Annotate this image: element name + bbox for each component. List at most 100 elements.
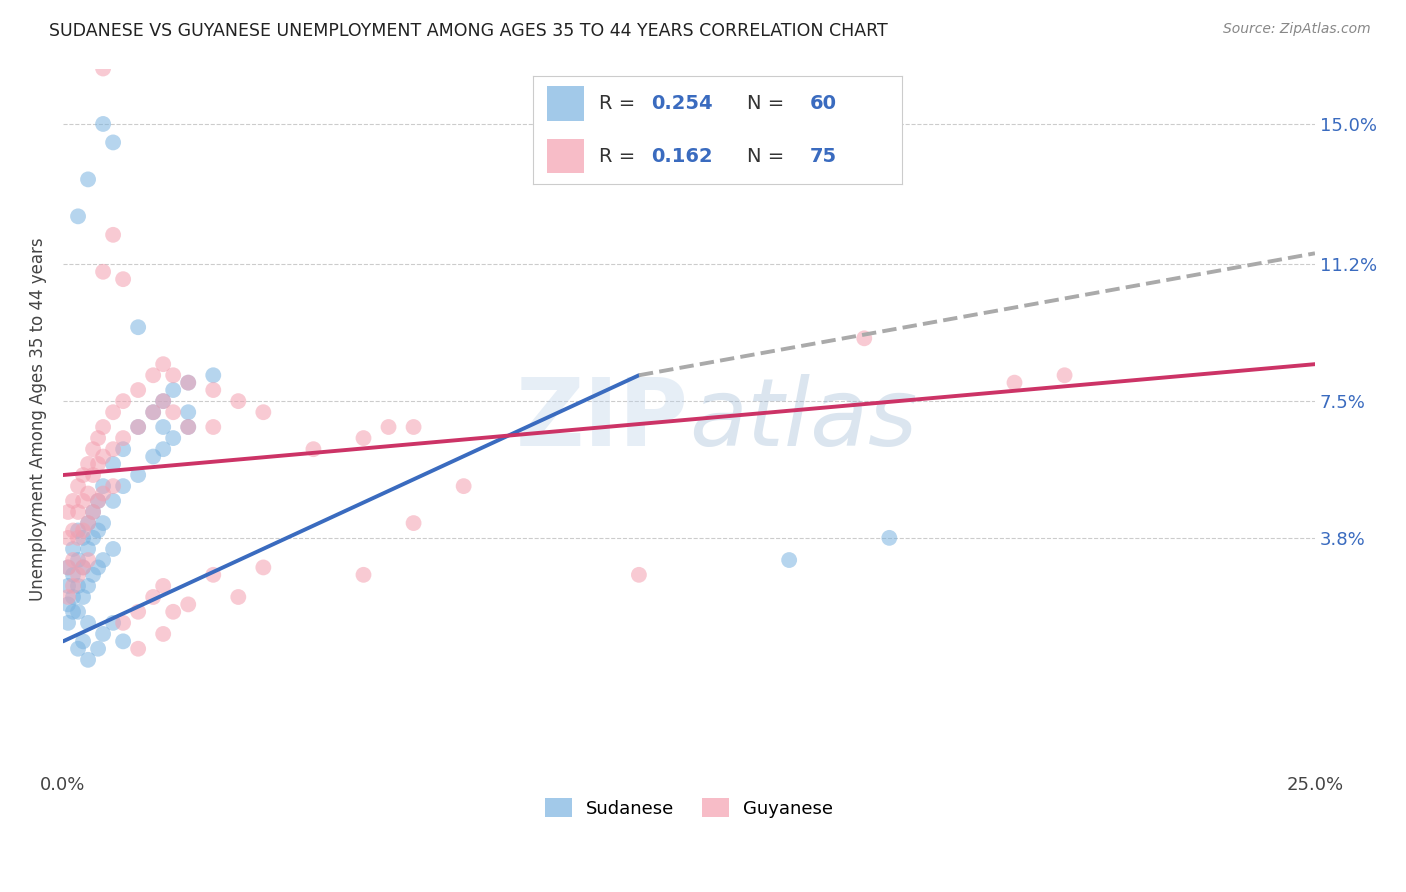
Point: [353, 431, 375, 445]
Point: [112, 394, 135, 409]
Point: [162, 368, 184, 383]
Point: [202, 567, 225, 582]
Point: [127, 420, 149, 434]
Point: [142, 590, 165, 604]
Point: [177, 376, 200, 390]
Point: [62, 553, 84, 567]
Point: [252, 560, 274, 574]
Point: [377, 420, 399, 434]
Point: [879, 531, 901, 545]
Point: [77, 516, 100, 530]
Text: SUDANESE VS GUYANESE UNEMPLOYMENT AMONG AGES 35 TO 44 YEARS CORRELATION CHART: SUDANESE VS GUYANESE UNEMPLOYMENT AMONG …: [49, 22, 889, 40]
Point: [87, 431, 110, 445]
Point: [56, 505, 79, 519]
Point: [82, 442, 104, 457]
Text: ZIP: ZIP: [516, 374, 689, 466]
Point: [62, 590, 84, 604]
Point: [252, 405, 274, 419]
Point: [142, 405, 165, 419]
Point: [67, 579, 90, 593]
Point: [152, 394, 174, 409]
Point: [72, 590, 94, 604]
Point: [101, 479, 124, 493]
Point: [82, 505, 104, 519]
Point: [72, 531, 94, 545]
Point: [127, 383, 149, 397]
Point: [112, 615, 135, 630]
Point: [87, 560, 110, 574]
Point: [152, 394, 174, 409]
Point: [112, 634, 135, 648]
Point: [62, 579, 84, 593]
Point: [67, 210, 90, 224]
Point: [453, 479, 475, 493]
Point: [56, 579, 79, 593]
Point: [67, 553, 90, 567]
Point: [101, 405, 124, 419]
Point: [72, 524, 94, 538]
Point: [91, 486, 114, 500]
Point: [87, 494, 110, 508]
Point: [162, 431, 184, 445]
Point: [62, 541, 84, 556]
Point: [101, 227, 124, 242]
Point: [778, 553, 800, 567]
Point: [56, 560, 79, 574]
Text: atlas: atlas: [689, 374, 917, 465]
Point: [62, 605, 84, 619]
Point: [112, 272, 135, 286]
Point: [77, 541, 100, 556]
Point: [77, 172, 100, 186]
Point: [127, 420, 149, 434]
Point: [101, 541, 124, 556]
Point: [87, 641, 110, 656]
Point: [112, 431, 135, 445]
Point: [302, 442, 325, 457]
Point: [87, 494, 110, 508]
Point: [162, 383, 184, 397]
Point: [152, 579, 174, 593]
Point: [77, 579, 100, 593]
Point: [152, 442, 174, 457]
Point: [56, 615, 79, 630]
Point: [353, 567, 375, 582]
Point: [177, 420, 200, 434]
Point: [177, 420, 200, 434]
Point: [127, 641, 149, 656]
Point: [72, 560, 94, 574]
Point: [56, 590, 79, 604]
Point: [67, 505, 90, 519]
Point: [177, 405, 200, 419]
Point: [77, 36, 100, 50]
Point: [162, 605, 184, 619]
Point: [202, 420, 225, 434]
Point: [67, 524, 90, 538]
Point: [142, 368, 165, 383]
Point: [202, 383, 225, 397]
Point: [72, 634, 94, 648]
Point: [162, 405, 184, 419]
Point: [101, 136, 124, 150]
Point: [402, 516, 425, 530]
Point: [67, 479, 90, 493]
Point: [72, 494, 94, 508]
Point: [853, 331, 876, 345]
Legend: Sudanese, Guyanese: Sudanese, Guyanese: [537, 791, 841, 825]
Point: [627, 567, 650, 582]
Point: [72, 560, 94, 574]
Point: [1004, 376, 1026, 390]
Point: [87, 457, 110, 471]
Point: [67, 567, 90, 582]
Point: [67, 605, 90, 619]
Point: [226, 394, 249, 409]
Point: [77, 615, 100, 630]
Point: [112, 442, 135, 457]
Point: [127, 320, 149, 334]
Point: [72, 468, 94, 483]
Point: [112, 479, 135, 493]
Y-axis label: Unemployment Among Ages 35 to 44 years: Unemployment Among Ages 35 to 44 years: [30, 238, 46, 601]
Point: [56, 560, 79, 574]
Point: [177, 376, 200, 390]
Point: [91, 450, 114, 464]
Text: Source: ZipAtlas.com: Source: ZipAtlas.com: [1223, 22, 1371, 37]
